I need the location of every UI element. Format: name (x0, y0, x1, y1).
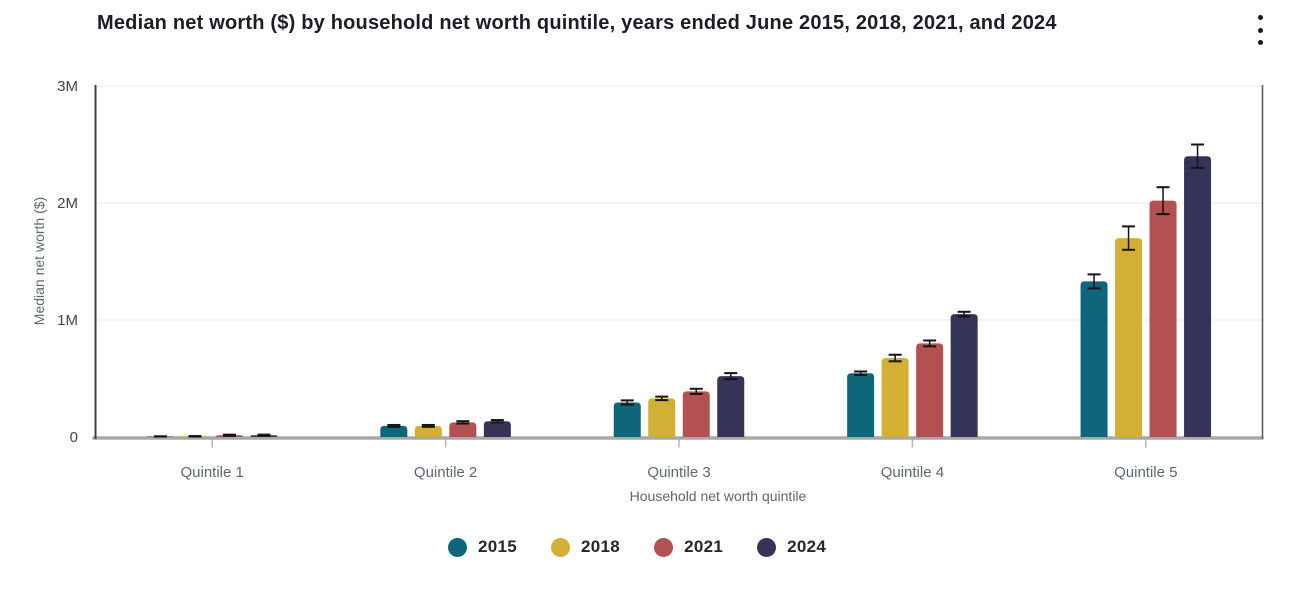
y-tick-label: 3M (57, 78, 78, 95)
legend-item-2015[interactable]: 2015 (448, 537, 517, 557)
legend-swatch-icon (448, 537, 467, 557)
y-tick-label: 0 (70, 429, 78, 446)
legend-label: 2024 (787, 537, 827, 556)
legend-label: 2015 (478, 537, 518, 556)
bar-2024-quintile-3[interactable] (717, 376, 745, 437)
bar-2015-quintile-5[interactable] (1080, 281, 1108, 437)
x-tick-label: Quintile 2 (414, 464, 477, 481)
y-tick-label: 2M (57, 195, 78, 212)
legend-swatch-icon (757, 537, 777, 557)
legend-item-2024[interactable]: 2024 (757, 537, 826, 557)
bar-2015-quintile-2[interactable] (380, 425, 408, 437)
bar-2018-quintile-5[interactable] (1115, 238, 1143, 437)
chart-legend: 2015 2018 2021 2024 (448, 537, 826, 557)
x-tick-label: Quintile 1 (181, 464, 244, 481)
kebab-dot (1257, 40, 1263, 45)
legend-label: 2018 (581, 537, 621, 556)
chart-title: Median net worth ($) by household net wo… (97, 12, 1057, 34)
legend-label: 2021 (684, 537, 724, 556)
bar-2024-quintile-4[interactable] (950, 314, 978, 437)
x-tick-label: Quintile 4 (881, 464, 944, 481)
kebab-dot (1257, 27, 1263, 33)
bar-2024-quintile-2[interactable] (483, 421, 511, 437)
bar-2015-quintile-4[interactable] (847, 373, 875, 437)
bar-2018-quintile-4[interactable] (881, 358, 909, 437)
legend-swatch-icon (551, 537, 571, 557)
bar-2021-quintile-2[interactable] (449, 422, 477, 437)
x-axis-title: Household net worth quintile (630, 488, 807, 504)
kebab-menu-icon[interactable] (1249, 13, 1271, 47)
legend-swatch-icon (654, 537, 674, 557)
bar-2021-quintile-5[interactable] (1149, 200, 1177, 437)
x-tick-label: Quintile 5 (1114, 464, 1177, 481)
bar-2021-quintile-3[interactable] (682, 391, 710, 437)
y-axis-title: Median net worth ($) (31, 197, 47, 325)
bar-2018-quintile-2[interactable] (414, 425, 442, 437)
y-tick-label: 1M (57, 312, 78, 329)
bar-2015-quintile-3[interactable] (613, 402, 641, 437)
x-tick-label: Quintile 3 (647, 464, 710, 481)
legend-item-2021[interactable]: 2021 (654, 537, 723, 557)
bar-2018-quintile-3[interactable] (648, 398, 676, 437)
legend-item-2018[interactable]: 2018 (551, 537, 620, 557)
bar-2021-quintile-4[interactable] (916, 343, 944, 437)
kebab-dot (1257, 15, 1263, 20)
bar-2024-quintile-5[interactable] (1184, 156, 1212, 437)
